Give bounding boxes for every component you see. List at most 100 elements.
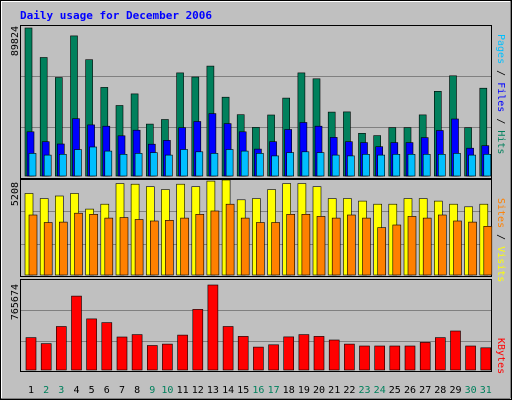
bar-files-day-15: [240, 150, 249, 177]
bar-sites-day-17: [271, 222, 280, 276]
legend-pages: Pages: [495, 34, 506, 64]
x-label-day-21: 21: [328, 385, 340, 396]
bar-kbytes-day-7: [116, 336, 128, 371]
bar-sites-day-29: [453, 220, 462, 276]
bar-files-day-13: [210, 153, 219, 177]
bar-files-day-2: [43, 154, 52, 177]
bars-kbytes: [25, 284, 492, 371]
legend-separator: /: [495, 118, 506, 130]
bar-files-day-10: [165, 154, 173, 177]
bar-files-day-16: [256, 153, 264, 177]
bar-sites-day-12: [195, 214, 205, 276]
bar-kbytes-day-19: [298, 334, 310, 371]
bar-kbytes-day-31: [480, 347, 492, 371]
bar-kbytes-day-1: [25, 337, 37, 371]
x-label-day-17: 17: [268, 385, 280, 396]
bar-sites-day-15: [240, 217, 250, 276]
bar-sites-day-11: [180, 217, 189, 276]
bar-sites-day-28: [437, 214, 447, 276]
legend-hits: Hits: [495, 130, 506, 154]
bar-kbytes-day-2: [40, 343, 52, 371]
bar-files-day-19: [301, 151, 310, 177]
x-label-day-23: 23: [358, 385, 370, 396]
x-label-day-29: 29: [449, 385, 461, 396]
bar-sites-day-4: [74, 212, 83, 276]
bar-files-day-25: [392, 154, 401, 177]
bar-kbytes-day-27: [419, 342, 431, 371]
bar-files-day-6: [104, 150, 113, 177]
bar-sites-day-1: [28, 214, 38, 276]
bar-files-day-26: [407, 154, 416, 177]
bar-kbytes-day-4: [71, 295, 82, 371]
x-label-day-16: 16: [252, 385, 264, 396]
legend-hits-pages-files: Pages / Files / Hits: [495, 34, 506, 154]
legend-visits: Visits: [495, 246, 506, 282]
x-label-day-9: 9: [149, 385, 155, 396]
legend-sites-visits: Sites / Visits: [495, 198, 506, 282]
bar-sites-day-26: [407, 216, 417, 276]
bar-kbytes-day-28: [434, 337, 446, 371]
bar-sites-day-10: [165, 220, 174, 276]
bar-files-day-12: [195, 151, 204, 177]
x-label-day-15: 15: [237, 385, 249, 396]
bar-files-day-22: [347, 155, 355, 177]
bar-files-day-1: [28, 153, 37, 177]
bar-kbytes-day-6: [101, 322, 113, 371]
bar-files-day-29: [453, 153, 461, 177]
x-label-day-26: 26: [404, 385, 416, 396]
bar-files-day-21: [331, 154, 340, 177]
bar-kbytes-day-13: [207, 284, 219, 371]
bar-sites-day-20: [316, 216, 326, 276]
bar-sites-day-2: [43, 222, 53, 276]
bar-sites-day-13: [210, 210, 220, 276]
bar-sites-day-9: [150, 220, 159, 276]
x-label-day-18: 18: [283, 385, 295, 396]
x-label-day-14: 14: [222, 385, 234, 396]
x-label-day-27: 27: [419, 385, 431, 396]
bar-kbytes-day-16: [253, 346, 264, 371]
bar-sites-day-18: [286, 214, 296, 276]
bars-hits-pages-files: [24, 27, 492, 177]
y-max-label-kbytes: 765674: [10, 284, 21, 320]
bar-sites-day-16: [256, 222, 265, 276]
bar-kbytes-day-9: [147, 345, 158, 371]
bar-kbytes-day-10: [162, 343, 173, 371]
y-max-label-hits: 89824: [10, 26, 21, 56]
bar-kbytes-day-22: [344, 343, 355, 371]
x-label-day-22: 22: [343, 385, 355, 396]
y-max-label-visits: 5208: [10, 182, 21, 206]
bar-files-day-24: [377, 154, 386, 177]
x-label-day-30: 30: [465, 385, 477, 396]
bar-sites-day-30: [468, 221, 477, 276]
bars-sites-visits: [24, 179, 493, 276]
bar-kbytes-day-24: [374, 345, 386, 371]
legend-sites: Sites: [495, 198, 506, 228]
legend-kbytes: KBytes: [495, 338, 506, 374]
bar-kbytes-day-30: [465, 345, 476, 371]
bar-kbytes-day-17: [268, 344, 279, 371]
hits-pages-files-panel: 89824 Pages / Files / Hits: [10, 25, 506, 179]
legend-kbytes-text: KBytes: [495, 338, 506, 374]
x-label-day-12: 12: [192, 385, 204, 396]
bar-files-day-8: [134, 153, 143, 177]
bar-kbytes-day-18: [283, 336, 295, 371]
kbytes-panel: 765674 KBytes: [10, 279, 506, 374]
x-label-day-2: 2: [43, 385, 49, 396]
x-label-day-11: 11: [177, 385, 189, 396]
legend-separator: /: [495, 234, 506, 246]
bar-files-day-14: [225, 149, 234, 177]
bar-kbytes-day-15: [237, 336, 249, 371]
bar-kbytes-day-5: [86, 318, 97, 371]
bar-files-day-7: [119, 154, 128, 177]
bar-kbytes-day-26: [404, 345, 416, 371]
x-label-day-6: 6: [104, 385, 110, 396]
bar-kbytes-day-25: [389, 345, 401, 371]
x-label-day-20: 20: [313, 385, 325, 396]
legend-files: Files: [495, 82, 506, 112]
chart-title: Daily usage for December 2006: [20, 9, 212, 22]
bar-sites-day-27: [422, 217, 432, 276]
bar-sites-day-14: [225, 203, 235, 276]
bar-files-day-5: [89, 146, 97, 177]
x-label-day-5: 5: [89, 385, 95, 396]
